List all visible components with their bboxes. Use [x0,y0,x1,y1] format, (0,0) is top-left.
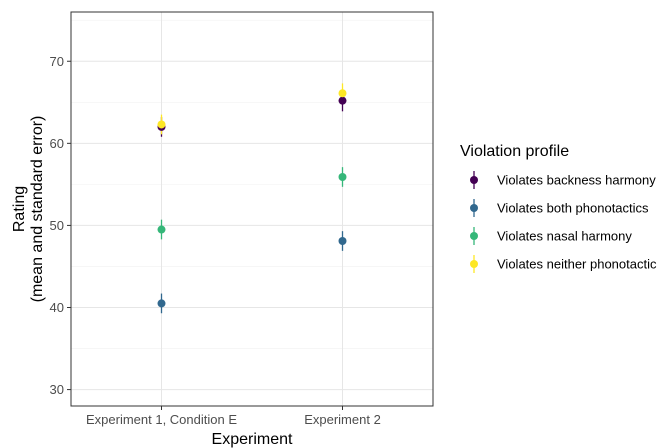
x-axis-title: Experiment [212,431,293,448]
y-axis-title: Rating (mean and standard error) [11,116,46,303]
x-tick-label: Experiment 2 [304,412,381,427]
y-axis-title-line-2: (mean and standard error) [29,116,46,303]
x-tick-label: Experiment 1, Condition E [86,412,237,427]
legend-key-point [470,176,478,184]
grid-major [71,12,433,406]
data-point [157,299,166,308]
y-tick-label: 50 [50,218,64,233]
y-axis-title-line-1: Rating [11,186,28,232]
data-points [157,89,347,308]
legend-title: Violation profile [460,143,569,160]
legend-label: Violates backness harmony [497,173,656,188]
y-axis-ticks: 30 40 50 60 70 [50,54,71,397]
data-point [157,225,166,234]
y-tick-label: 60 [50,136,64,151]
legend-key-point [470,232,478,240]
plot-panel [71,12,433,406]
legend-label: Violates both phonotactics [497,201,649,216]
y-tick-label: 70 [50,54,64,69]
y-tick-label: 30 [50,382,64,397]
legend-items: Violates backness harmony Violates both p… [470,171,657,273]
data-point [338,96,347,105]
data-point [338,172,347,181]
legend-label: Violates neither phonotactic [497,257,657,272]
legend-label: Violates nasal harmony [497,229,632,244]
x-axis-ticks: Experiment 1, Condition E Experiment 2 [86,406,381,427]
plot-border [70,11,434,407]
legend-key-point [470,204,478,212]
legend: Violation profile Violates backness harm… [460,143,657,273]
data-point [338,237,347,246]
data-point [338,89,347,98]
y-tick-label: 40 [50,300,64,315]
legend-key-point [470,260,478,268]
data-point [157,120,166,129]
grid-minor [71,19,433,349]
